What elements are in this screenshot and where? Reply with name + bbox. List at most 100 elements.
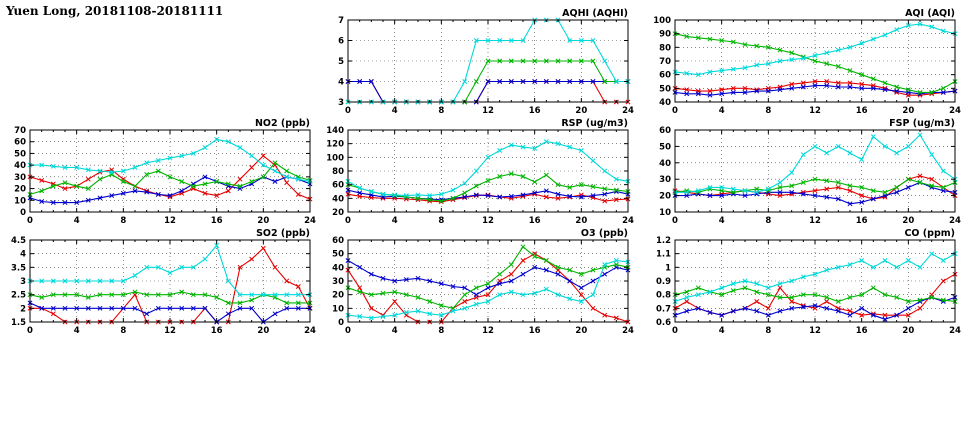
chart-rsp: 0 4 8 12 16 20 24 20 40 60 80 100 120 140 RSP (ug/m3) <box>318 118 634 230</box>
y-tick-label: 20 <box>659 192 671 202</box>
x-tick-label: 8 <box>765 326 771 336</box>
x-tick-label: 24 <box>622 216 634 226</box>
y-tick-label: 0.8 <box>656 291 671 301</box>
axes-fsp <box>674 129 956 213</box>
chart-title-co: CO (ppm) <box>904 228 955 239</box>
chart-so2: 0 4 8 12 16 20 24 1.5 2 2.5 3 3.5 4 4.5 SO2 (ppb) <box>0 228 316 340</box>
y-tick-label: 4.5 <box>11 236 26 246</box>
labels-rsp: 0 4 8 12 16 20 24 20 40 60 80 100 120 140 RSP (ug/m3) <box>326 118 634 226</box>
y-tick-label: 60 <box>332 236 344 246</box>
axes-o3 <box>347 239 629 323</box>
x-tick-label: 16 <box>211 326 223 336</box>
axes-no2 <box>29 129 311 213</box>
x-tick-label: 24 <box>949 216 961 226</box>
x-tick-label: 4 <box>719 326 725 336</box>
chart-canvas-fsp: 0 4 8 12 16 20 24 10 20 30 40 50 60 FSP (ug/m3) <box>659 118 961 226</box>
y-tick-label: 0 <box>20 208 26 218</box>
x-tick-label: 0 <box>672 106 678 116</box>
x-tick-label: 16 <box>529 106 541 116</box>
x-tick-label: 24 <box>622 326 634 336</box>
y-tick-label: 2.5 <box>11 291 26 301</box>
y-tick-label: 1.1 <box>656 250 671 260</box>
y-tick-label: 0.6 <box>656 318 671 328</box>
x-tick-label: 0 <box>672 326 678 336</box>
y-tick-label: 20 <box>14 185 26 195</box>
x-tick-label: 16 <box>856 326 868 336</box>
x-tick-label: 20 <box>902 216 914 226</box>
gridlines-co <box>674 239 956 323</box>
gridlines-rsp <box>347 129 629 213</box>
labels-fsp: 0 4 8 12 16 20 24 10 20 30 40 50 60 FSP (ug/m3) <box>659 118 961 226</box>
x-tick-label: 12 <box>809 106 821 116</box>
labels-o3: 0 4 8 12 16 20 24 0 10 20 30 40 50 60 O3 (ppb) <box>332 228 634 336</box>
x-tick-label: 12 <box>164 326 176 336</box>
x-tick-label: 24 <box>304 216 316 226</box>
y-tick-label: 40 <box>659 98 671 108</box>
x-tick-label: 24 <box>949 326 961 336</box>
y-tick-label: 3 <box>20 277 26 287</box>
y-tick-label: 70 <box>659 57 671 67</box>
x-tick-label: 4 <box>392 216 398 226</box>
chart-canvas-co: 0 4 8 12 16 20 24 0.6 0.7 0.8 0.9 1 1.1 1.2 CO (ppm) <box>656 228 961 336</box>
y-tick-label: 40 <box>659 159 671 169</box>
y-tick-label: 80 <box>659 43 671 53</box>
y-tick-label: 100 <box>326 153 344 163</box>
x-tick-label: 0 <box>345 326 351 336</box>
x-tick-label: 4 <box>719 216 725 226</box>
chart-title-o3: O3 (ppb) <box>581 228 628 239</box>
x-tick-label: 20 <box>575 326 587 336</box>
x-tick-label: 20 <box>257 216 269 226</box>
y-tick-label: 40 <box>332 263 344 273</box>
x-tick-label: 8 <box>120 216 126 226</box>
chart-title-fsp: FSP (ug/m3) <box>889 118 955 129</box>
y-tick-label: 20 <box>332 291 344 301</box>
y-tick-label: 140 <box>326 126 344 136</box>
x-tick-label: 8 <box>765 106 771 116</box>
y-tick-label: 40 <box>14 161 26 171</box>
x-tick-label: 12 <box>482 216 494 226</box>
gridlines-o3 <box>347 239 629 323</box>
chart-no2: 0 4 8 12 16 20 24 0 10 20 30 40 50 60 70 NO2 (ppb) <box>0 118 316 230</box>
y-tick-label: 60 <box>332 181 344 191</box>
x-tick-label: 0 <box>27 216 33 226</box>
y-tick-label: 30 <box>659 175 671 185</box>
series-so2 <box>27 243 313 325</box>
labels-co: 0 4 8 12 16 20 24 0.6 0.7 0.8 0.9 1 1.1 1.2 CO (ppm) <box>656 228 961 336</box>
y-tick-label: 50 <box>14 149 26 159</box>
series-aqi <box>672 21 958 98</box>
y-tick-label: 10 <box>332 304 344 314</box>
x-tick-label: 20 <box>575 106 587 116</box>
y-tick-label: 40 <box>332 194 344 204</box>
x-tick-label: 12 <box>164 216 176 226</box>
y-tick-label: 1.2 <box>656 236 671 246</box>
axes-aqi <box>674 19 956 103</box>
y-tick-label: 0 <box>338 318 344 328</box>
x-tick-label: 8 <box>120 326 126 336</box>
y-tick-label: 120 <box>326 140 344 150</box>
x-tick-label: 0 <box>672 216 678 226</box>
axes-so2 <box>29 239 311 323</box>
x-tick-label: 16 <box>856 216 868 226</box>
chart-aqhi: 0 4 8 12 16 20 24 3 4 5 6 7 AQHI (AQHI) <box>318 8 634 120</box>
chart-co: 0 4 8 12 16 20 24 0.6 0.7 0.8 0.9 1 1.1 1.2 CO (ppm) <box>645 228 961 340</box>
y-tick-label: 2 <box>20 304 26 314</box>
chart-title-rsp: RSP (ug/m3) <box>561 118 628 129</box>
x-tick-label: 4 <box>74 326 80 336</box>
series-co <box>672 251 958 322</box>
chart-canvas-so2: 0 4 8 12 16 20 24 1.5 2 2.5 3 3.5 4 4.5 SO2 (ppb) <box>11 228 316 336</box>
y-tick-label: 1 <box>665 263 671 273</box>
x-tick-label: 12 <box>809 326 821 336</box>
chart-canvas-aqhi: 0 4 8 12 16 20 24 3 4 5 6 7 AQHI (AQHI) <box>338 8 634 116</box>
y-tick-label: 80 <box>332 167 344 177</box>
x-tick-label: 24 <box>949 106 961 116</box>
y-tick-label: 60 <box>14 138 26 148</box>
x-tick-label: 20 <box>575 216 587 226</box>
y-tick-label: 0.9 <box>656 277 671 287</box>
chart-canvas-aqi: 0 4 8 12 16 20 24 40 50 60 70 80 90 100 AQI (AQI) <box>653 8 961 116</box>
x-tick-label: 8 <box>765 216 771 226</box>
chart-fsp: 0 4 8 12 16 20 24 10 20 30 40 50 60 FSP (ug/m3) <box>645 118 961 230</box>
axes-aqhi <box>347 19 629 103</box>
